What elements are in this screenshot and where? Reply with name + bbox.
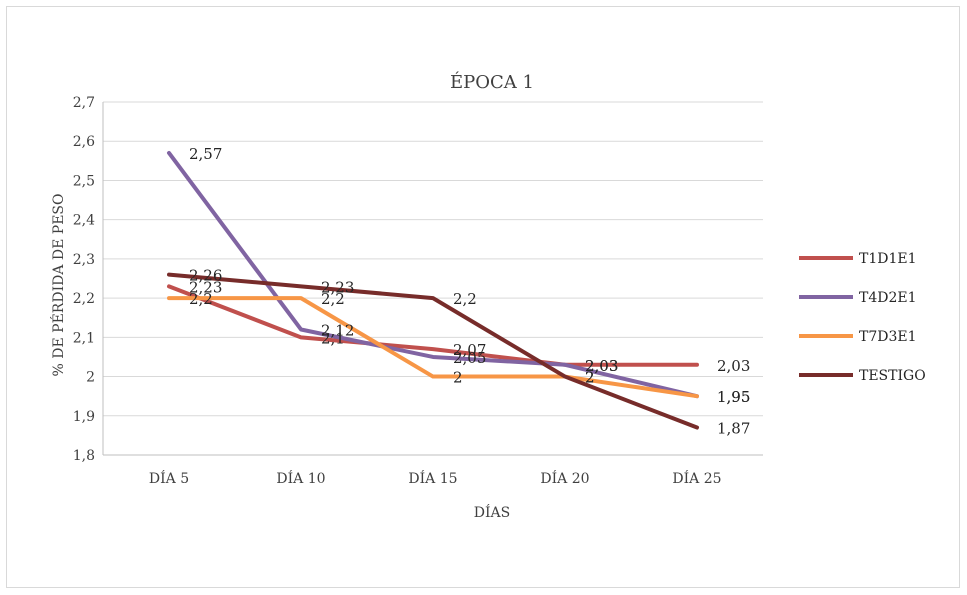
- legend: T1D1E1 T4D2E1 T7D3E1 TESTIGO: [799, 251, 926, 384]
- series-line-t7d3e1: [167, 296, 699, 399]
- data-label: 2,23: [321, 278, 354, 296]
- y-tick-label: 2,5: [73, 173, 95, 189]
- data-labels: 2,232,12,072,03 2,032,572,122,05 2,031,952…: [189, 145, 750, 438]
- x-tick-label: DÍA 15: [408, 469, 457, 487]
- x-axis-tick-labels: DÍA 5 DÍA 10 DÍA 15 DÍA 20 DÍA 25: [149, 469, 722, 487]
- y-axis-title: % DE PÉRDIDA DE PESO: [49, 194, 67, 377]
- chart-area: 1,8 1,9 2 2,1 2,2 2,3 2,4 2,5 2,6 2,7 DÍA 5 DÍA 10…: [6, 6, 960, 588]
- data-label: 2,03: [717, 357, 750, 375]
- data-label: 2: [453, 369, 463, 387]
- y-tick-label: 2,6: [73, 134, 95, 150]
- y-tick-label: 1,9: [73, 409, 95, 425]
- data-label: 2,57: [189, 145, 222, 163]
- data-label: 2,2: [453, 290, 477, 308]
- y-tick-label: 2,3: [73, 252, 95, 268]
- y-tick-label: 2,7: [73, 95, 95, 111]
- y-tick-label: 2,1: [73, 330, 95, 346]
- line-chart: 1,8 1,9 2 2,1 2,2 2,3 2,4 2,5 2,6 2,7 DÍA 5 DÍA 10…: [49, 70, 926, 521]
- y-tick-label: 2,2: [73, 291, 95, 307]
- y-tick-label: 1,8: [73, 448, 95, 464]
- series-line-t1d1e1: [167, 284, 699, 367]
- legend-entry: T1D1E1: [859, 251, 917, 267]
- data-label: 2,12: [321, 321, 354, 339]
- legend-entry: T4D2E1: [859, 290, 917, 306]
- legend-entry: TESTIGO: [859, 368, 926, 384]
- data-label: 2: [585, 369, 595, 387]
- data-label: 1,87: [717, 420, 750, 438]
- data-label: 1,95: [717, 388, 750, 406]
- y-tick-label: 2: [86, 370, 95, 386]
- series-line-testigo: [167, 272, 699, 430]
- data-label: 2,26: [189, 267, 222, 285]
- data-label: 2,03: [585, 357, 618, 375]
- data-label: 2,2: [189, 290, 213, 308]
- y-axis-tick-labels: 1,8 1,9 2 2,1 2,2 2,3 2,4 2,5 2,6 2,7: [73, 95, 95, 464]
- x-tick-label: DÍA 20: [540, 469, 589, 487]
- series-line-t4d2e1: [167, 150, 699, 399]
- data-label: 1,95: [717, 388, 750, 406]
- series-lines: [167, 150, 699, 430]
- data-label: 2,05: [453, 349, 486, 367]
- chart-title: ÉPOCA 1: [450, 70, 534, 93]
- y-tick-label: 2,4: [73, 213, 95, 229]
- data-label: 2: [585, 369, 595, 387]
- data-label: 2,07: [453, 341, 486, 359]
- legend-entry: T7D3E1: [859, 329, 917, 345]
- x-tick-label: DÍA 25: [672, 469, 721, 487]
- data-label: 2,1: [321, 329, 345, 347]
- x-tick-label: DÍA 5: [149, 469, 189, 487]
- data-label: 2,23: [189, 278, 222, 296]
- data-label: 2,2: [321, 290, 345, 308]
- x-tick-label: DÍA 10: [276, 469, 325, 487]
- x-axis-title: DÍAS: [474, 503, 510, 521]
- data-label: 2,03: [585, 357, 618, 375]
